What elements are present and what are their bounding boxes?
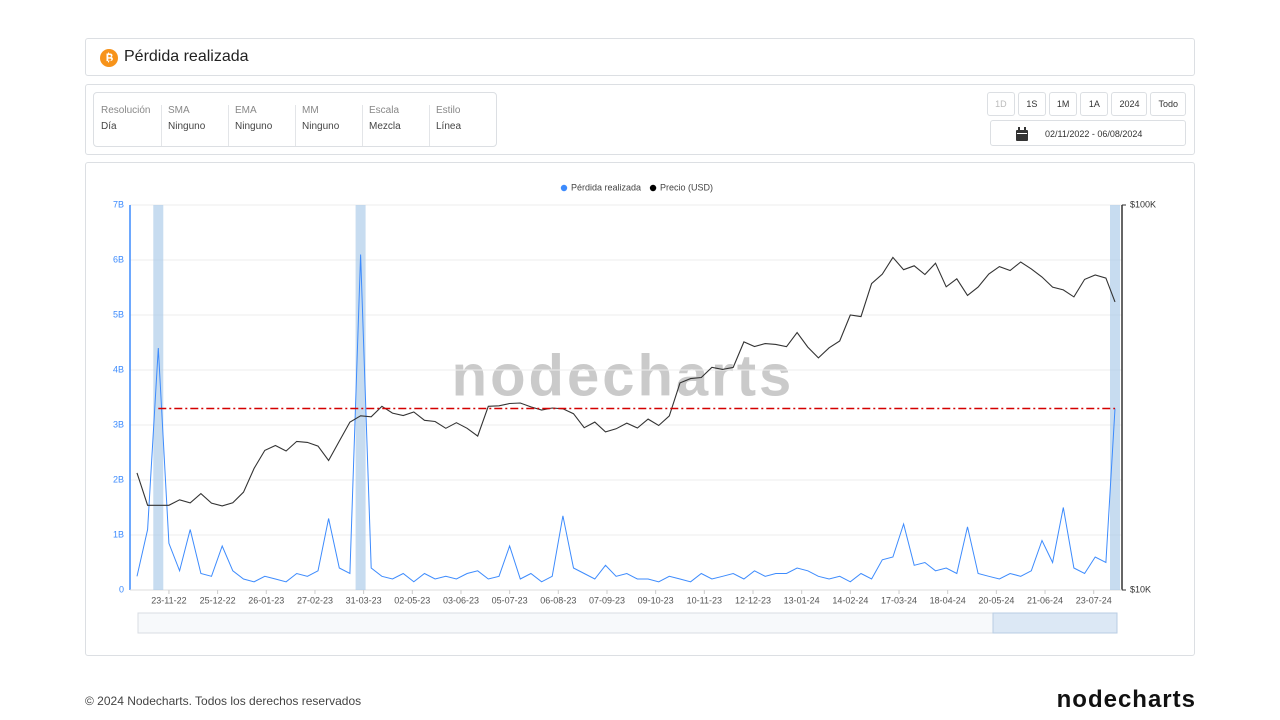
x-tick-label: 25-12-22 — [200, 595, 236, 605]
setting-label: EMA — [235, 105, 257, 116]
x-tick-label: 12-12-23 — [735, 595, 771, 605]
setting-value: Ninguno — [302, 121, 340, 132]
watermark: nodecharts — [452, 343, 795, 408]
date-range-picker[interactable]: 02/11/2022 - 06/08/2024 — [990, 120, 1186, 146]
settings-group: Resolución Día SMA Ninguno EMA Ninguno MM Ningu… — [93, 92, 497, 147]
y-tick-label: 3B — [113, 419, 124, 429]
y-tick-label: 2B — [113, 474, 124, 484]
x-tick-label: 20-05-24 — [978, 595, 1014, 605]
y-tick-label: 4B — [113, 364, 124, 374]
footer-logo: nodecharts — [1056, 686, 1196, 713]
x-tick-label: 21-06-24 — [1027, 595, 1063, 605]
x-tick-label: 17-03-24 — [881, 595, 917, 605]
range-button[interactable]: 2024 — [1111, 92, 1148, 116]
setting-value: Línea — [436, 121, 462, 132]
x-tick-label: 31-03-23 — [346, 595, 382, 605]
range-button[interactable]: 1D — [986, 92, 1015, 116]
range-button[interactable]: 1S — [1017, 92, 1046, 116]
x-tick-label: 05-07-23 — [492, 595, 528, 605]
x-tick-label: 06-08-23 — [540, 595, 576, 605]
legend-label: Pérdida realizada — [571, 182, 641, 192]
range-button[interactable]: Todo — [1150, 92, 1186, 116]
setting-value: Ninguno — [168, 121, 206, 132]
x-tick-label: 02-05-23 — [394, 595, 430, 605]
highlight-band — [153, 205, 164, 590]
x-tick-label: 13-01-24 — [784, 595, 820, 605]
range-buttons: 1D 1S 1M 1A 2024 Todo — [986, 92, 1186, 116]
setting-value: Mezcla — [369, 121, 401, 132]
header-panel: Pérdida realizada — [85, 38, 1195, 76]
x-tick-label: 14-02-24 — [832, 595, 868, 605]
y-tick-label: 7B — [113, 199, 124, 209]
setting-item[interactable]: Estilo Línea — [429, 105, 496, 146]
setting-value: Día — [101, 121, 117, 132]
setting-label: Resolución — [101, 105, 151, 116]
setting-label: Estilo — [436, 105, 461, 116]
page-title: Pérdida realizada — [124, 48, 249, 65]
setting-item[interactable]: MM Ninguno — [295, 105, 362, 146]
navigator — [137, 612, 1118, 634]
x-tick-label: 09-10-23 — [638, 595, 674, 605]
setting-label: MM — [302, 105, 319, 116]
range-button[interactable]: 1M — [1048, 92, 1078, 116]
range-button[interactable]: 1A — [1080, 92, 1109, 116]
x-tick-label: 23-07-24 — [1076, 595, 1112, 605]
x-tick-label: 10-11-23 — [687, 595, 722, 605]
setting-item[interactable]: Escala Mezcla — [362, 105, 429, 146]
navigator-selection — [992, 612, 1118, 634]
setting-label: Escala — [369, 105, 400, 116]
x-tick-label: 03-06-23 — [443, 595, 479, 605]
series-line — [136, 256, 1116, 507]
legend-marker — [649, 184, 657, 192]
bitcoin-icon — [100, 49, 118, 67]
y-tick-label: 0 — [119, 584, 124, 594]
x-tick-label: 07-09-23 — [589, 595, 625, 605]
highlight-band — [1110, 205, 1120, 590]
controls-panel: Resolución Día SMA Ninguno EMA Ninguno MM Ningu… — [85, 84, 1195, 155]
y2-tick-label: $100K — [1130, 199, 1156, 209]
y2-tick-label: $10K — [1130, 584, 1151, 594]
copyright: © 2024 Nodecharts. Todos los derechos re… — [85, 694, 362, 708]
calendar-icon — [1016, 127, 1028, 141]
series-line — [136, 254, 1116, 583]
date-range-text: 02/11/2022 - 06/08/2024 — [1045, 129, 1143, 139]
x-tick-label: 26-01-23 — [248, 595, 284, 605]
setting-value: Ninguno — [235, 121, 273, 132]
x-tick-label: 23-11-22 — [151, 595, 186, 605]
legend-marker — [560, 184, 568, 192]
x-tick-label: 18-04-24 — [930, 595, 966, 605]
setting-label: SMA — [168, 105, 190, 116]
setting-item[interactable]: EMA Ninguno — [228, 105, 295, 146]
y-tick-label: 6B — [113, 254, 124, 264]
legend-label: Precio (USD) — [660, 182, 713, 192]
setting-item[interactable]: SMA Ninguno — [161, 105, 228, 146]
setting-item[interactable]: Resolución Día — [101, 105, 161, 146]
y-tick-label: 1B — [113, 529, 124, 539]
highlight-band — [355, 205, 366, 590]
x-tick-label: 27-02-23 — [297, 595, 333, 605]
y-tick-label: 5B — [113, 309, 124, 319]
